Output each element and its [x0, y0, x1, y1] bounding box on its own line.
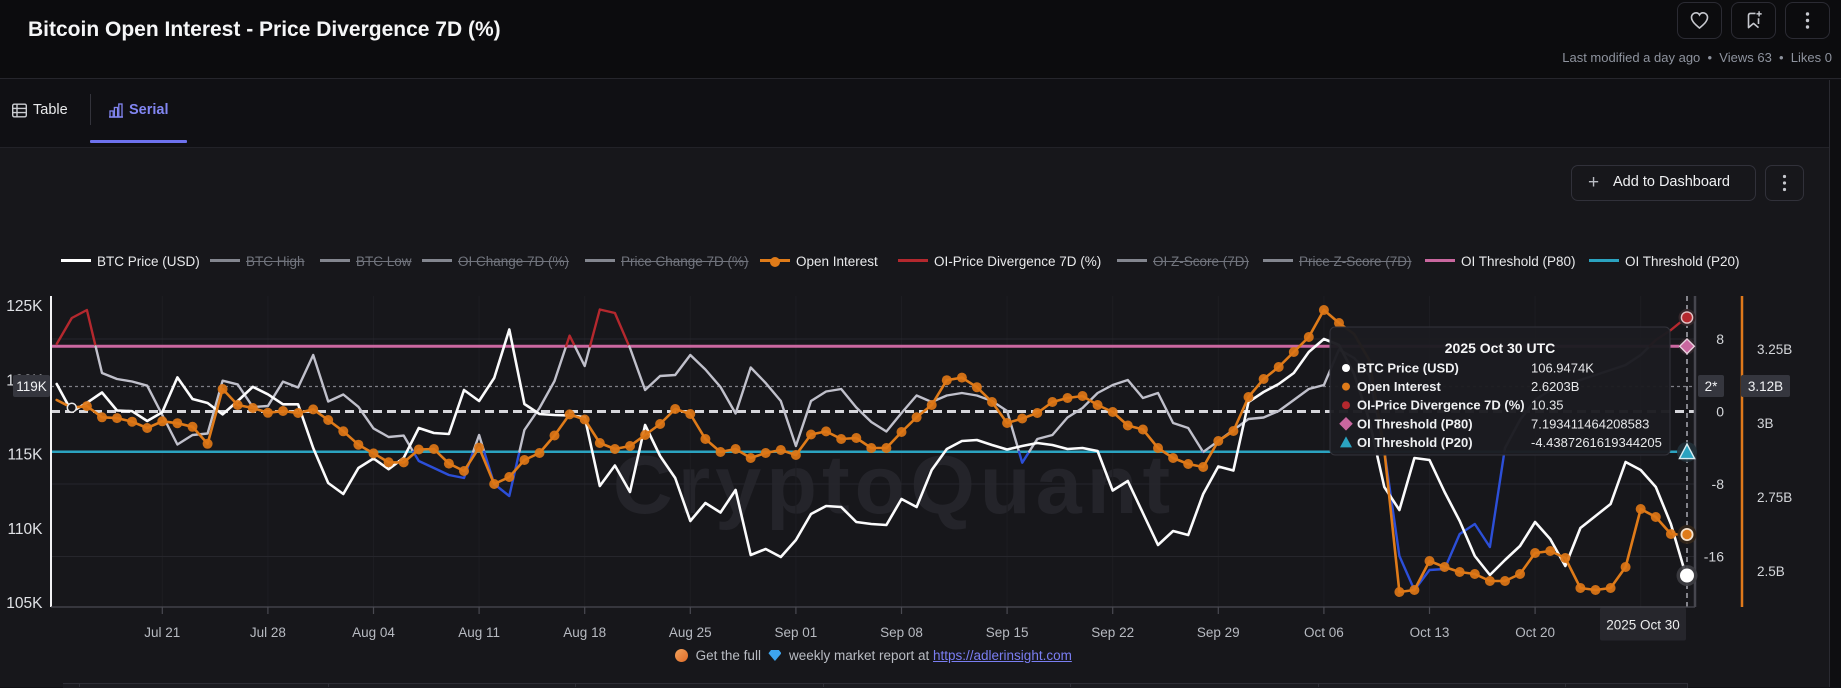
svg-text:Oct 20: Oct 20 [1515, 625, 1555, 640]
svg-text:3.25B: 3.25B [1757, 342, 1792, 357]
svg-text:-16: -16 [1704, 549, 1724, 565]
svg-text:Sep 22: Sep 22 [1091, 625, 1134, 640]
svg-text:OI-Price Divergence 7D (%): OI-Price Divergence 7D (%) [1357, 398, 1525, 413]
svg-text:0: 0 [1716, 404, 1724, 420]
svg-text:3B: 3B [1757, 416, 1774, 431]
svg-text:-4.4387261619344205: -4.4387261619344205 [1531, 435, 1662, 450]
svg-text:Sep 15: Sep 15 [986, 625, 1029, 640]
svg-text:2*: 2* [1705, 379, 1719, 394]
svg-text:Sep 29: Sep 29 [1197, 625, 1240, 640]
svg-text:Aug 11: Aug 11 [458, 625, 500, 640]
svg-text:Jul 21: Jul 21 [144, 625, 180, 640]
svg-text:Aug 04: Aug 04 [352, 625, 395, 640]
svg-text:2025 Oct 30 UTC: 2025 Oct 30 UTC [1445, 340, 1556, 356]
svg-text:Oct 13: Oct 13 [1410, 625, 1450, 640]
svg-text:2.75B: 2.75B [1757, 490, 1792, 505]
svg-text:125K: 125K [6, 298, 43, 315]
svg-text:Aug 18: Aug 18 [563, 625, 606, 640]
svg-text:OI Threshold (P80): OI Threshold (P80) [1357, 416, 1473, 431]
svg-text:2.5B: 2.5B [1757, 564, 1785, 579]
svg-text:Open Interest: Open Interest [1357, 379, 1441, 394]
svg-text:Jul 28: Jul 28 [250, 625, 286, 640]
svg-text:8: 8 [1716, 331, 1724, 347]
svg-text:Oct 06: Oct 06 [1304, 625, 1344, 640]
svg-text:110K: 110K [7, 521, 43, 538]
svg-text:2.6203B: 2.6203B [1531, 379, 1579, 394]
svg-text:10.35: 10.35 [1531, 398, 1564, 413]
svg-text:119K: 119K [16, 379, 47, 394]
svg-text:115K: 115K [7, 447, 43, 464]
svg-text:Sep 08: Sep 08 [880, 625, 923, 640]
svg-text:105K: 105K [6, 595, 43, 612]
svg-text:-8: -8 [1712, 476, 1725, 492]
svg-text:106.9474K: 106.9474K [1531, 361, 1594, 376]
svg-text:2025 Oct 30: 2025 Oct 30 [1606, 618, 1680, 633]
svg-text:3.12B: 3.12B [1748, 379, 1783, 394]
svg-text:Aug 25: Aug 25 [669, 625, 712, 640]
svg-text:BTC Price (USD): BTC Price (USD) [1357, 361, 1459, 376]
svg-text:Sep 01: Sep 01 [775, 625, 818, 640]
svg-text:OI Threshold (P20): OI Threshold (P20) [1357, 435, 1473, 450]
svg-text:7.193411464208583: 7.193411464208583 [1531, 416, 1649, 431]
